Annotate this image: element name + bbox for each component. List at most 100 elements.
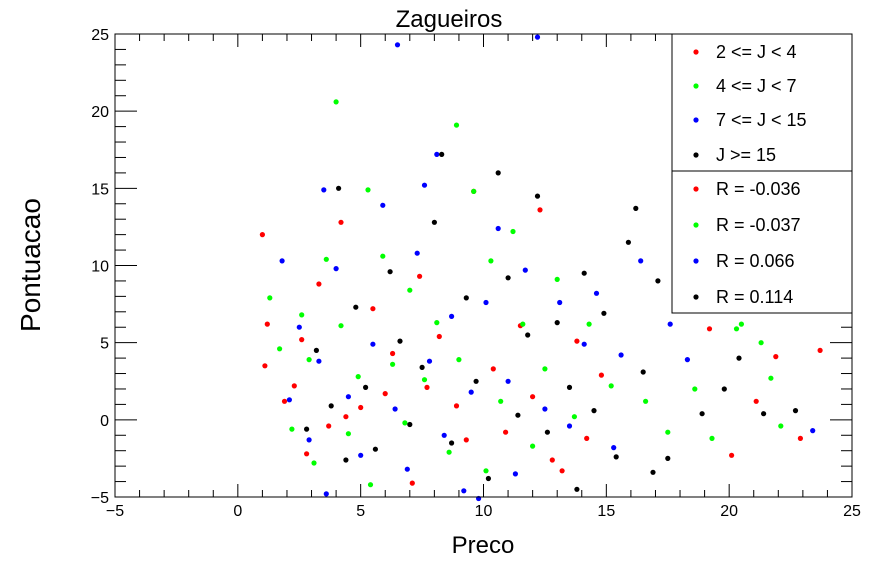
legend-marker — [693, 117, 699, 123]
data-point — [316, 358, 322, 364]
y-tick-label: 20 — [91, 104, 109, 121]
x-tick-label: 10 — [475, 503, 493, 520]
data-point — [355, 374, 361, 380]
x-tick-label: −5 — [106, 503, 124, 520]
data-point — [554, 276, 560, 282]
legend-correlation-box — [671, 170, 853, 314]
data-point — [709, 435, 715, 441]
data-point — [336, 185, 342, 191]
data-point — [699, 411, 705, 417]
data-point — [304, 426, 310, 432]
data-point — [431, 219, 437, 225]
data-point — [542, 406, 548, 412]
data-point — [665, 455, 671, 461]
x-tick-label: 20 — [720, 503, 738, 520]
data-point — [402, 420, 408, 426]
x-tick-label: 0 — [233, 503, 242, 520]
data-point — [264, 321, 270, 327]
data-point — [456, 357, 462, 363]
legend-label: 2 <= J < 4 — [716, 42, 797, 62]
data-point — [559, 468, 565, 474]
data-point — [736, 355, 742, 361]
data-point — [483, 299, 489, 306]
data-points — [259, 34, 823, 502]
data-point — [323, 491, 329, 497]
data-point — [584, 435, 590, 441]
data-point — [488, 258, 494, 264]
data-point — [358, 404, 364, 411]
data-point — [333, 266, 339, 272]
data-point — [667, 321, 673, 327]
legend-label: J >= 15 — [716, 145, 776, 165]
data-point — [638, 258, 644, 264]
data-point — [421, 377, 428, 383]
data-point — [566, 423, 573, 429]
data-point — [483, 468, 489, 474]
data-point — [392, 406, 398, 412]
data-point — [281, 398, 288, 404]
data-point — [313, 347, 319, 353]
data-point — [650, 469, 656, 475]
data-point — [534, 34, 541, 40]
data-point — [608, 383, 614, 389]
data-point — [601, 310, 607, 316]
data-point — [530, 394, 536, 400]
data-point — [259, 232, 265, 238]
data-point — [439, 151, 445, 157]
data-point — [618, 352, 624, 358]
data-point — [367, 482, 374, 488]
data-point — [758, 340, 764, 346]
data-point — [549, 457, 555, 463]
data-point — [407, 287, 413, 293]
data-point — [449, 313, 455, 319]
legend-marker — [693, 83, 699, 89]
data-point — [372, 446, 378, 452]
legend-label: R = -0.036 — [716, 179, 801, 199]
data-point — [534, 193, 541, 199]
data-point — [571, 414, 578, 420]
data-point — [358, 452, 364, 458]
legend-marker — [693, 294, 699, 300]
data-point — [525, 332, 531, 338]
data-point — [407, 421, 413, 428]
x-tick-label: 5 — [356, 503, 365, 520]
data-point — [394, 42, 401, 48]
legend-marker — [693, 222, 699, 228]
data-point — [426, 358, 433, 364]
y-tick-label: 25 — [91, 27, 109, 44]
data-point — [390, 350, 396, 357]
data-point — [338, 323, 344, 329]
data-point — [463, 437, 469, 443]
y-tick-label: 0 — [100, 413, 109, 430]
data-point — [586, 321, 592, 327]
data-point — [655, 278, 661, 284]
data-point — [505, 378, 511, 384]
data-point — [345, 431, 351, 437]
data-point — [495, 225, 501, 232]
data-point — [304, 451, 310, 457]
data-point — [738, 321, 745, 327]
data-point — [387, 269, 393, 275]
data-point — [434, 320, 440, 326]
data-point — [581, 341, 587, 347]
data-point — [778, 423, 784, 429]
data-point — [417, 273, 423, 279]
data-point — [473, 378, 479, 384]
data-point — [345, 394, 351, 400]
data-point — [810, 428, 816, 434]
data-point — [593, 290, 600, 296]
data-point — [299, 312, 305, 318]
data-point — [721, 386, 727, 392]
data-point — [633, 205, 639, 211]
data-point — [468, 389, 474, 395]
data-point — [542, 366, 548, 372]
data-point — [522, 267, 528, 273]
data-point — [370, 341, 376, 347]
data-point — [390, 361, 396, 367]
data-point — [574, 338, 580, 344]
data-point — [729, 452, 735, 458]
data-point — [520, 321, 526, 327]
data-point — [684, 357, 691, 363]
data-point — [557, 299, 563, 306]
data-point — [463, 295, 469, 301]
